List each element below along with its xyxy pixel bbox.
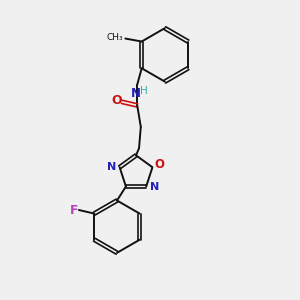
- Text: N: N: [131, 87, 141, 100]
- Text: O: O: [154, 158, 164, 171]
- Text: N: N: [150, 182, 159, 191]
- Text: H: H: [140, 86, 148, 96]
- Text: O: O: [111, 94, 122, 107]
- Text: N: N: [107, 162, 116, 172]
- Text: F: F: [70, 203, 79, 217]
- Text: CH₃: CH₃: [106, 33, 123, 42]
